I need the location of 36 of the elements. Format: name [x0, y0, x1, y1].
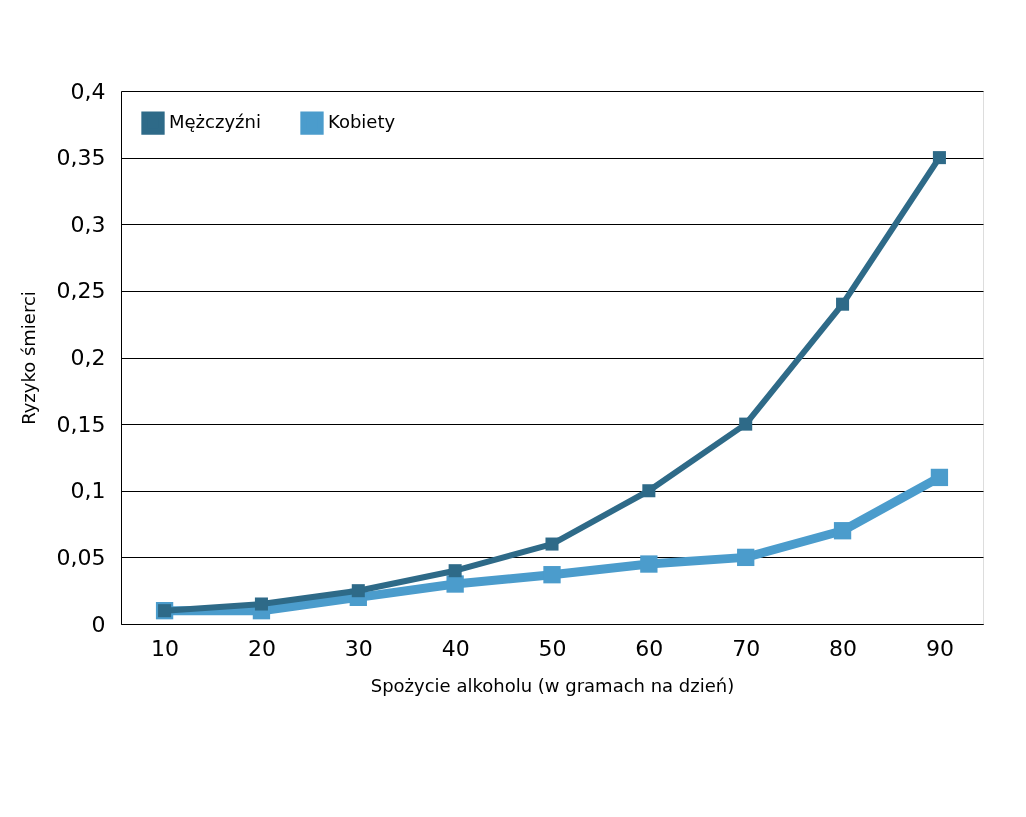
point [930, 468, 949, 487]
x-tick-label: 20 [247, 635, 276, 661]
point [448, 564, 462, 578]
point [254, 597, 268, 611]
x-tick-label: 90 [925, 635, 954, 661]
x-tick-label: 80 [829, 635, 858, 661]
x-axis-title: Spożycie alkoholu (w gramach na dzień) [370, 674, 735, 696]
x-tick-label: 50 [538, 635, 567, 661]
point [642, 484, 656, 498]
x-tick-label: 30 [344, 635, 373, 661]
point [932, 151, 946, 165]
point [351, 584, 365, 598]
x-tick-label: 40 [441, 635, 470, 661]
y-tick-label: 0,05 [56, 544, 106, 570]
x-tick-label: 60 [635, 635, 664, 661]
legend-label: Kobiety [328, 111, 396, 133]
x-tick-label: 70 [732, 635, 761, 661]
y-tick-label: 0,4 [70, 78, 106, 104]
point [836, 297, 850, 311]
point [446, 575, 464, 593]
x-tick-label: 10 [151, 635, 180, 661]
y-tick-label: 0,15 [56, 411, 106, 437]
y-tick-label: 0,1 [70, 478, 106, 504]
y-tick-label: 0,35 [56, 145, 106, 171]
y-tick-label: 0,25 [56, 278, 106, 304]
y-tick-label: 0,2 [70, 345, 106, 370]
point [737, 548, 755, 567]
point [545, 537, 559, 551]
legend-label: Mężczyźni [169, 111, 261, 133]
y-axis-title: Ryzyko śmierci [17, 291, 39, 425]
y-tick-label: 0,3 [70, 211, 106, 237]
point [543, 566, 561, 584]
point [833, 522, 852, 540]
point [739, 417, 753, 431]
point [640, 555, 658, 573]
y-tick-label: 0 [91, 611, 106, 637]
